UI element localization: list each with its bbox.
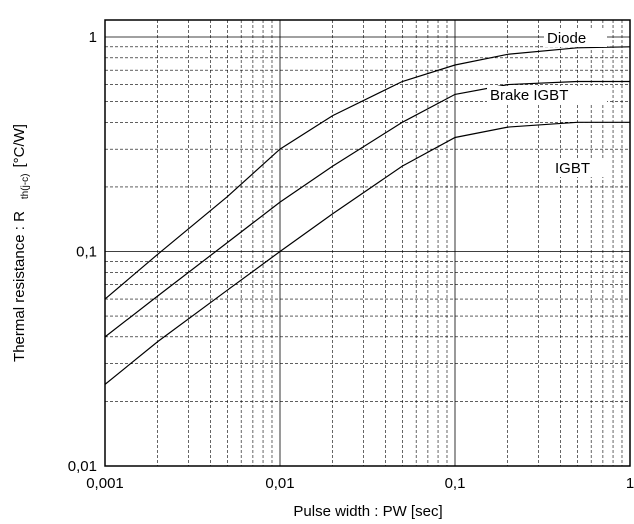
x-tick-label: 0,001 bbox=[86, 475, 124, 492]
y-tick-label: 0,01 bbox=[68, 458, 97, 475]
y-tick-label: 1 bbox=[89, 29, 97, 46]
series-label: IGBT bbox=[555, 160, 590, 177]
series-label-bg bbox=[487, 86, 607, 104]
series-line bbox=[104, 46, 631, 300]
x-axis-label: Pulse width : PW [sec] bbox=[293, 503, 442, 520]
series-line bbox=[104, 121, 630, 385]
series-label-bg bbox=[544, 29, 607, 47]
y-axis-label-main: Thermal resistance : R bbox=[11, 211, 28, 362]
y-axis-label-unit: [°C/W] bbox=[11, 124, 28, 168]
x-tick-label: 0,1 bbox=[445, 475, 466, 492]
series-label-bg bbox=[552, 159, 607, 177]
series-label: Brake IGBT bbox=[490, 87, 568, 104]
y-axis-label-sub: th(j-c) bbox=[20, 174, 31, 200]
plot-frame bbox=[104, 19, 631, 467]
x-tick-label: 1 bbox=[626, 475, 634, 492]
y-tick-label: 0,1 bbox=[76, 243, 97, 260]
series-line bbox=[104, 80, 630, 338]
y-axis-label: Thermal resistance : R th(j-c) [°C/W] bbox=[11, 124, 31, 362]
x-tick-label: 0,01 bbox=[265, 475, 294, 492]
series-label: Diode bbox=[547, 30, 586, 47]
